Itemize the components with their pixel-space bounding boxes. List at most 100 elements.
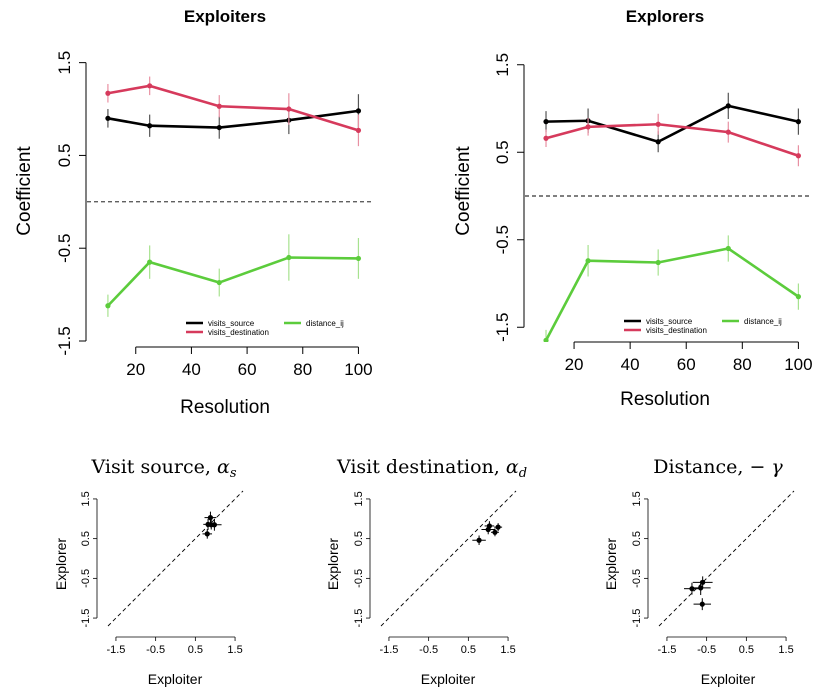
legend-label: distance_ij [306,319,344,328]
y-tick-label: -0.5 [493,225,512,254]
y-tick-label: 0.5 [55,144,74,168]
x-tick-label: -0.5 [419,644,438,656]
panel-exploiters: Exploiters Resolution Coefficient -1.5 -0… [14,7,373,418]
panel-title: Visit source, αs [91,456,237,481]
y-tick-label: 1.5 [55,51,74,75]
series-line-visits_destination [545,122,799,157]
y-tick-label: 0.5 [353,531,365,546]
x-axis-label: Resolution [620,389,710,410]
x-tick-label: 100 [784,355,812,374]
identity-diagonal-line [107,490,244,627]
data-point [725,129,731,135]
y-tick-label: -0.5 [55,234,74,263]
x-axis-label: Exploiter [148,671,203,687]
y-tick-label: -0.5 [631,569,643,588]
series-group [543,92,801,342]
y-tick-label: 1.5 [80,491,92,506]
data-point [105,90,111,96]
data-point [725,103,731,109]
data-point [105,303,111,309]
y-axis-label: Coefficient [453,146,474,236]
x-tick-label: 1.5 [778,644,793,656]
panel-visit-destination: Visit destination, αd Exploiter Explorer… [325,456,527,687]
y-tick-label: -0.5 [353,569,365,588]
x-tick-label: 20 [126,360,145,379]
plot-area: -1.5 -1.5 -0.5 -0.5 0.5 0.5 1.5 1.5 [631,490,795,656]
data-point [725,245,731,252]
data-point [585,258,591,264]
scatter-point [207,515,214,521]
x-tick-label: 0.5 [739,644,754,656]
y-tick-label: 0.5 [493,140,512,164]
data-point [543,119,549,125]
data-point [355,255,362,262]
x-tick-label: 40 [182,360,201,379]
x-tick-label: 80 [733,355,752,374]
legend-label: distance_ij [744,317,782,326]
series-group [105,76,362,317]
x-tick-label: 0.5 [461,644,476,656]
x-tick-label: 0.5 [188,644,203,656]
plot-area: -1.5 -1.5 -0.5 -0.5 0.5 0.5 1.5 1.5 [353,490,517,656]
data-point [543,337,549,342]
identity-diagonal-line [658,490,795,627]
data-point [355,127,362,133]
y-tick-label: 0.5 [631,531,643,546]
x-tick-label: 80 [293,360,312,379]
x-tick-label: 20 [565,355,584,374]
x-tick-label: 60 [238,360,257,379]
data-point [286,106,292,112]
data-point [795,119,801,125]
y-tick-label: 1.5 [631,491,643,506]
data-point [216,279,222,286]
y-tick-label: -1.5 [80,609,92,628]
y-tick-label: 0.5 [80,531,92,546]
scatter-point [492,529,498,535]
panel-title: Visit destination, αd [336,456,527,481]
legend-label: visits_source [646,317,693,326]
legend-label: visits_source [208,319,255,328]
data-point [147,123,153,129]
plot-area: -1.5 -0.5 0.5 1.5 20 40 60 80 100 visits_sourcevi… [493,53,813,374]
y-tick-label: 1.5 [353,491,365,506]
scatter-point [211,522,218,528]
y-axis-label: Explorer [325,538,341,590]
y-tick-label: -1.5 [55,326,74,355]
data-point [795,153,801,159]
y-tick-label: 1.5 [493,53,512,77]
panel-title: Explorers [626,7,704,26]
x-tick-label: 40 [621,355,640,374]
x-axis-label: Exploiter [421,671,476,687]
scatter-point [689,586,695,592]
y-axis-label: Coefficient [14,146,35,236]
data-point [655,139,661,145]
y-tick-label: -1.5 [353,609,365,628]
scatter-point [485,526,491,533]
data-point [216,103,222,109]
y-axis-label: Explorer [603,538,619,590]
scatter-point [476,537,482,543]
legend-label: visits_destination [208,328,269,337]
x-tick-label: 100 [344,360,372,379]
x-tick-label: -1.5 [379,644,398,656]
x-axis-label: Resolution [180,397,270,418]
scatter-point [495,524,501,530]
series-line-visits_source [545,104,799,144]
x-tick-label: 1.5 [227,644,242,656]
data-point [655,121,661,127]
series-line-distance_ij [106,256,359,307]
panel-visit-source: Visit source, αs Exploiter Explorer -1.5… [53,456,244,687]
x-tick-label: -0.5 [146,644,165,656]
panel-explorers: Explorers Resolution Coefficient -1.5 -0.… [453,7,813,410]
data-point [147,83,153,89]
x-tick-label: -0.5 [697,644,716,656]
data-point [216,124,222,131]
data-point [585,124,591,130]
panel-title: Exploiters [184,7,266,26]
data-point [105,115,111,121]
scatter-point [204,531,210,537]
plot-area: -1.5 -1.5 -0.5 -0.5 0.5 0.5 1.5 1.5 [80,490,244,656]
data-point [655,259,661,266]
